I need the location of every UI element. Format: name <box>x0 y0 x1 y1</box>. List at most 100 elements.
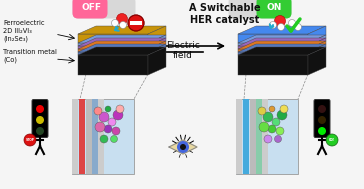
Circle shape <box>264 135 272 143</box>
Polygon shape <box>238 44 326 52</box>
Polygon shape <box>238 55 308 75</box>
Circle shape <box>177 141 189 153</box>
Bar <box>256 99 262 174</box>
Polygon shape <box>238 38 326 46</box>
Polygon shape <box>148 41 166 52</box>
Polygon shape <box>78 44 166 52</box>
Circle shape <box>259 122 269 132</box>
Polygon shape <box>78 55 148 75</box>
Circle shape <box>111 136 118 143</box>
Polygon shape <box>78 46 148 49</box>
Circle shape <box>268 125 276 133</box>
Bar <box>130 21 142 25</box>
Polygon shape <box>78 38 166 46</box>
Circle shape <box>36 127 44 135</box>
Circle shape <box>119 22 127 29</box>
Circle shape <box>111 19 119 26</box>
Bar <box>79 99 85 174</box>
Circle shape <box>269 22 277 29</box>
Circle shape <box>318 127 326 135</box>
Polygon shape <box>78 52 148 55</box>
Circle shape <box>104 125 112 133</box>
Bar <box>86 99 92 174</box>
Circle shape <box>180 144 186 150</box>
Polygon shape <box>238 43 308 46</box>
Polygon shape <box>308 26 326 43</box>
Polygon shape <box>78 34 148 43</box>
Circle shape <box>294 23 301 30</box>
Circle shape <box>108 118 116 126</box>
Polygon shape <box>308 47 326 75</box>
Text: Transition metal
(Co): Transition metal (Co) <box>3 49 57 63</box>
Text: A Switchable
HER catalyst: A Switchable HER catalyst <box>189 3 261 25</box>
Polygon shape <box>78 41 166 49</box>
Circle shape <box>274 136 281 143</box>
Polygon shape <box>148 26 166 43</box>
Text: Ferroelectric
2D III₂VI₃
(In₂Se₃): Ferroelectric 2D III₂VI₃ (In₂Se₃) <box>3 20 44 42</box>
Polygon shape <box>78 43 148 46</box>
FancyBboxPatch shape <box>32 99 48 138</box>
Polygon shape <box>238 47 326 55</box>
Bar <box>98 99 104 174</box>
Circle shape <box>94 107 102 115</box>
Text: ON: ON <box>266 2 282 12</box>
Polygon shape <box>238 52 308 55</box>
Circle shape <box>95 122 105 132</box>
Circle shape <box>105 106 111 112</box>
Text: GO!: GO! <box>329 138 335 142</box>
Polygon shape <box>238 46 308 49</box>
Circle shape <box>258 107 266 115</box>
Circle shape <box>116 13 127 25</box>
Bar <box>92 99 98 174</box>
Polygon shape <box>238 26 326 34</box>
Circle shape <box>276 127 284 135</box>
Circle shape <box>36 116 44 124</box>
Bar <box>236 99 242 174</box>
Circle shape <box>128 15 144 31</box>
Polygon shape <box>238 41 326 49</box>
Circle shape <box>289 19 296 26</box>
Circle shape <box>277 110 287 120</box>
Bar <box>243 99 249 174</box>
Bar <box>72 99 78 174</box>
Circle shape <box>36 105 44 113</box>
FancyArrowPatch shape <box>270 24 273 28</box>
Circle shape <box>326 134 338 146</box>
Polygon shape <box>169 140 197 154</box>
Circle shape <box>116 105 124 113</box>
Circle shape <box>272 118 280 126</box>
Polygon shape <box>238 34 308 43</box>
Bar <box>262 99 268 174</box>
Polygon shape <box>308 41 326 52</box>
Text: Electric
field: Electric field <box>166 41 200 60</box>
Bar <box>236 99 298 174</box>
FancyBboxPatch shape <box>72 0 135 19</box>
FancyBboxPatch shape <box>229 0 292 19</box>
FancyBboxPatch shape <box>314 99 330 138</box>
Polygon shape <box>238 49 308 52</box>
FancyBboxPatch shape <box>72 0 107 19</box>
Polygon shape <box>148 44 166 55</box>
Polygon shape <box>148 35 166 46</box>
Circle shape <box>112 127 120 135</box>
Circle shape <box>318 116 326 124</box>
Circle shape <box>24 134 36 146</box>
Polygon shape <box>308 35 326 46</box>
Circle shape <box>113 110 123 120</box>
Polygon shape <box>78 26 166 34</box>
Circle shape <box>269 106 275 112</box>
Polygon shape <box>148 47 166 75</box>
Polygon shape <box>78 47 166 55</box>
Circle shape <box>277 23 285 30</box>
Polygon shape <box>148 38 166 49</box>
Circle shape <box>100 135 108 143</box>
Circle shape <box>318 105 326 113</box>
Circle shape <box>274 15 285 26</box>
Circle shape <box>263 112 273 122</box>
Polygon shape <box>78 49 148 52</box>
Bar <box>250 99 256 174</box>
Polygon shape <box>78 35 166 43</box>
Polygon shape <box>308 38 326 49</box>
Circle shape <box>280 105 288 113</box>
FancyBboxPatch shape <box>257 0 292 19</box>
